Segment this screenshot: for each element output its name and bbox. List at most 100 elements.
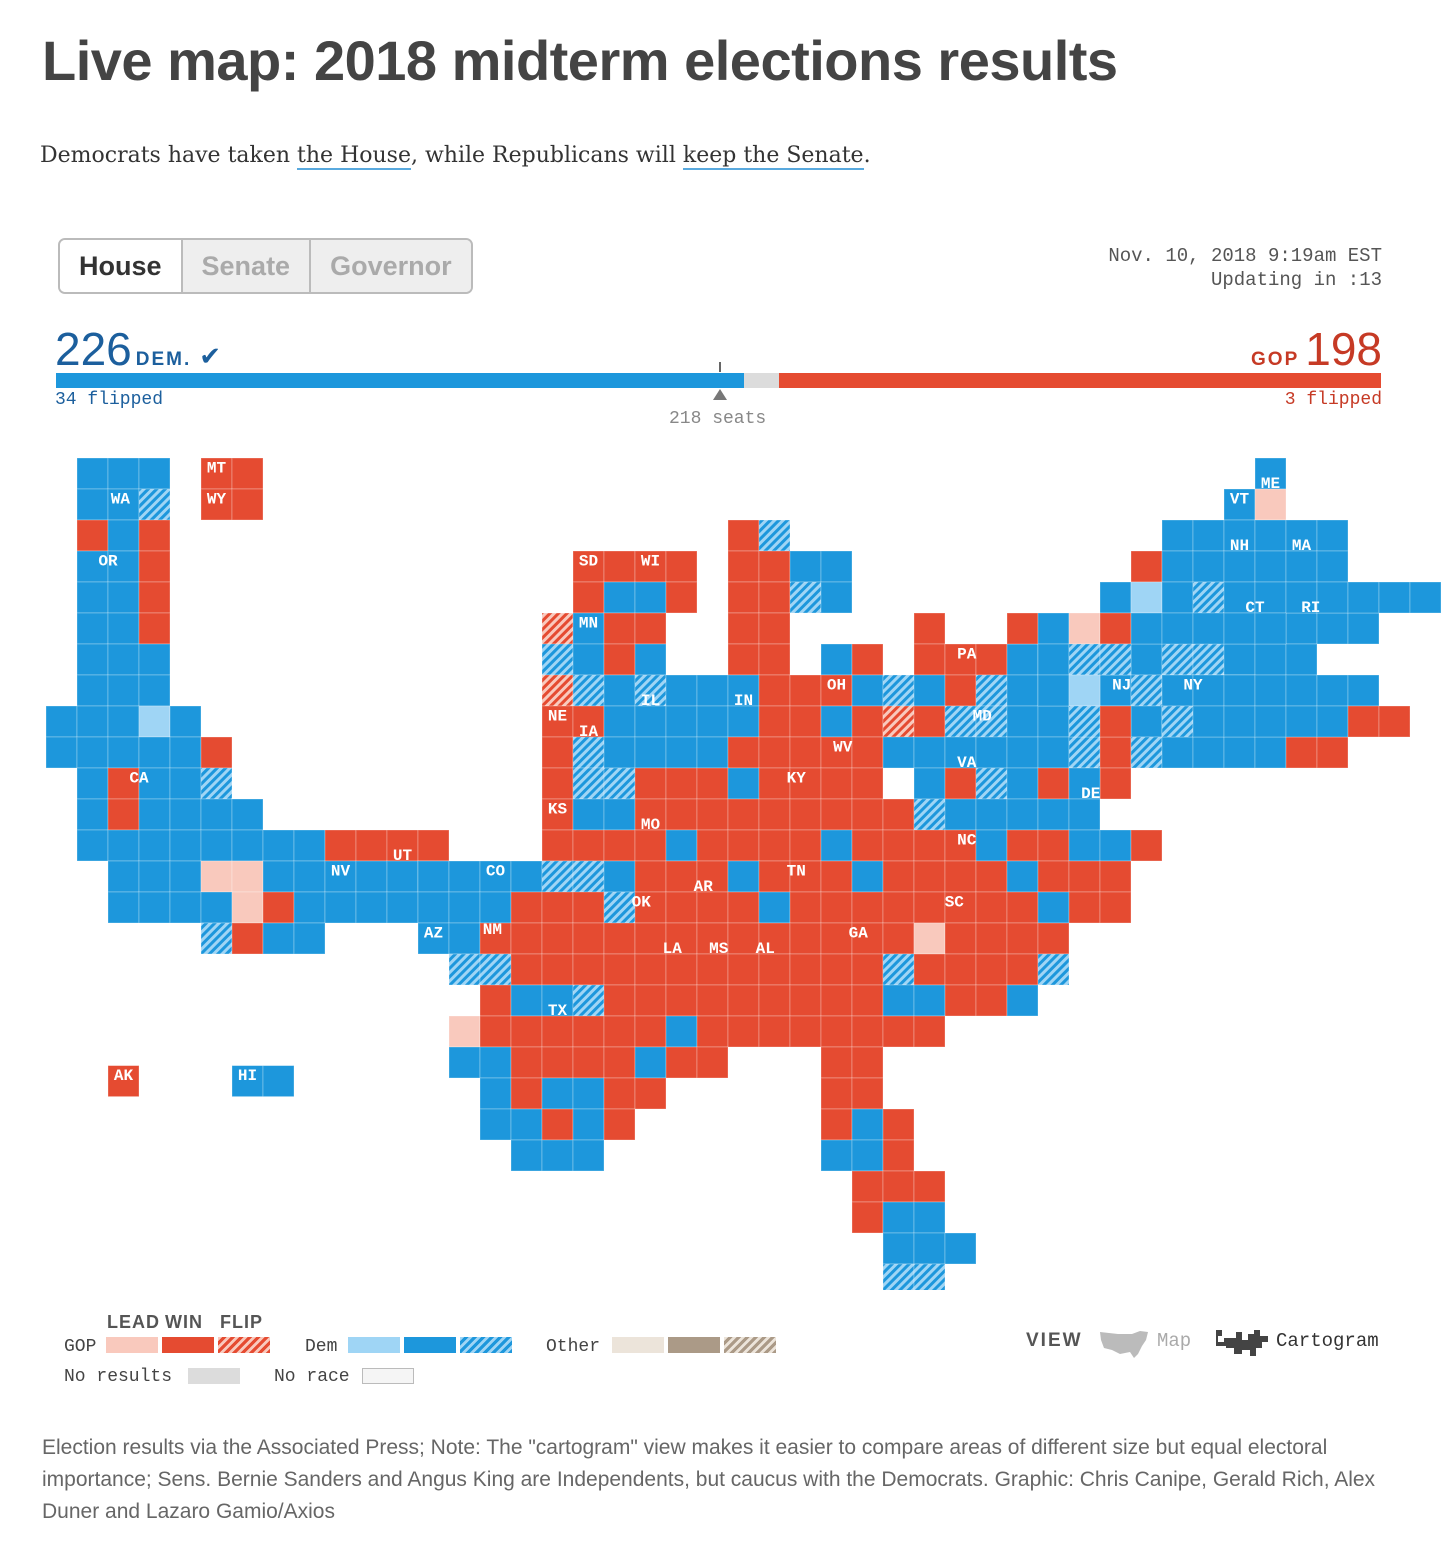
district-cell[interactable] [231,829,264,862]
district-cell[interactable] [1068,705,1101,738]
district-cell[interactable] [355,829,388,862]
district-cell[interactable] [913,612,946,645]
district-cell[interactable] [789,1015,822,1048]
district-cell[interactable] [76,829,109,862]
district-cell[interactable] [200,829,233,862]
district-cell[interactable] [138,519,171,552]
district-cell[interactable] [572,798,605,831]
district-cell[interactable] [1316,705,1349,738]
district-cell[interactable] [1192,612,1225,645]
district-cell[interactable] [262,922,295,955]
district-cell[interactable] [820,1139,853,1172]
district-cell[interactable] [975,891,1008,924]
district-cell[interactable] [1285,581,1318,614]
district-cell[interactable] [45,736,78,769]
district-cell[interactable] [851,705,884,738]
district-cell[interactable] [603,612,636,645]
district-cell[interactable] [138,674,171,707]
district-cell[interactable] [727,612,760,645]
district-cell[interactable] [1316,612,1349,645]
district-cell[interactable] [1099,674,1132,707]
district-cell[interactable] [975,922,1008,955]
district-cell[interactable] [820,860,853,893]
district-cell[interactable] [572,1108,605,1141]
district-cell[interactable] [758,612,791,645]
district-cell[interactable] [696,1046,729,1079]
district-cell[interactable] [882,891,915,924]
district-cell[interactable] [820,922,853,955]
district-cell[interactable] [913,767,946,800]
district-cell[interactable] [820,1108,853,1141]
district-cell[interactable] [1006,767,1039,800]
district-cell[interactable] [665,1046,698,1079]
district-cell[interactable] [200,798,233,831]
district-cell[interactable] [665,550,698,583]
district-cell[interactable] [1068,798,1101,831]
district-cell[interactable] [510,984,543,1017]
district-cell[interactable] [882,860,915,893]
district-cell[interactable] [138,736,171,769]
district-cell[interactable] [975,798,1008,831]
district-cell[interactable] [851,1170,884,1203]
district-cell[interactable] [541,767,574,800]
district-cell[interactable] [820,798,853,831]
district-cell[interactable] [665,953,698,986]
district-cell[interactable] [1316,519,1349,552]
district-cell[interactable] [913,984,946,1017]
district-cell[interactable] [107,798,140,831]
district-cell[interactable] [1161,705,1194,738]
district-cell[interactable] [696,767,729,800]
district-cell[interactable] [510,1108,543,1141]
district-cell[interactable] [572,581,605,614]
district-cell[interactable] [634,705,667,738]
district-cell[interactable] [1254,674,1287,707]
district-cell[interactable] [603,1046,636,1079]
district-cell[interactable] [293,829,326,862]
district-cell[interactable] [1099,705,1132,738]
district-cell[interactable] [727,953,760,986]
district-cell[interactable] [138,643,171,676]
district-cell[interactable] [1161,550,1194,583]
district-cell[interactable] [479,1015,512,1048]
district-cell[interactable] [603,705,636,738]
district-cell[interactable] [200,736,233,769]
district-cell[interactable] [1037,736,1070,769]
district-cell[interactable] [1192,643,1225,676]
district-cell[interactable] [541,736,574,769]
district-cell[interactable] [1037,829,1070,862]
district-cell[interactable] [200,457,233,490]
district-cell[interactable] [944,674,977,707]
district-cell[interactable] [107,767,140,800]
district-cell[interactable] [1316,581,1349,614]
district-cell[interactable] [355,891,388,924]
district-cell[interactable] [1130,643,1163,676]
district-cell[interactable] [541,674,574,707]
district-cell[interactable] [1347,581,1380,614]
us-map-icon[interactable] [1098,1328,1150,1360]
district-cell[interactable] [758,984,791,1017]
district-cell[interactable] [789,829,822,862]
district-cell[interactable] [1254,643,1287,676]
district-cell[interactable] [541,829,574,862]
district-cell[interactable] [634,984,667,1017]
district-cell[interactable] [851,860,884,893]
district-cell[interactable] [510,922,543,955]
district-cell[interactable] [603,581,636,614]
district-cell[interactable] [820,953,853,986]
district-cell[interactable] [1347,612,1380,645]
district-cell[interactable] [913,1015,946,1048]
district-cell[interactable] [1316,550,1349,583]
district-cell[interactable] [727,643,760,676]
district-cell[interactable] [913,891,946,924]
district-cell[interactable] [1223,581,1256,614]
district-cell[interactable] [665,798,698,831]
district-cell[interactable] [1223,643,1256,676]
tab-governor[interactable]: Governor [309,240,471,292]
view-cartogram-button[interactable]: Cartogram [1276,1330,1379,1352]
district-cell[interactable] [138,457,171,490]
district-cell[interactable] [1192,581,1225,614]
district-cell[interactable] [510,860,543,893]
district-cell[interactable] [851,736,884,769]
district-cell[interactable] [603,550,636,583]
district-cell[interactable] [944,643,977,676]
